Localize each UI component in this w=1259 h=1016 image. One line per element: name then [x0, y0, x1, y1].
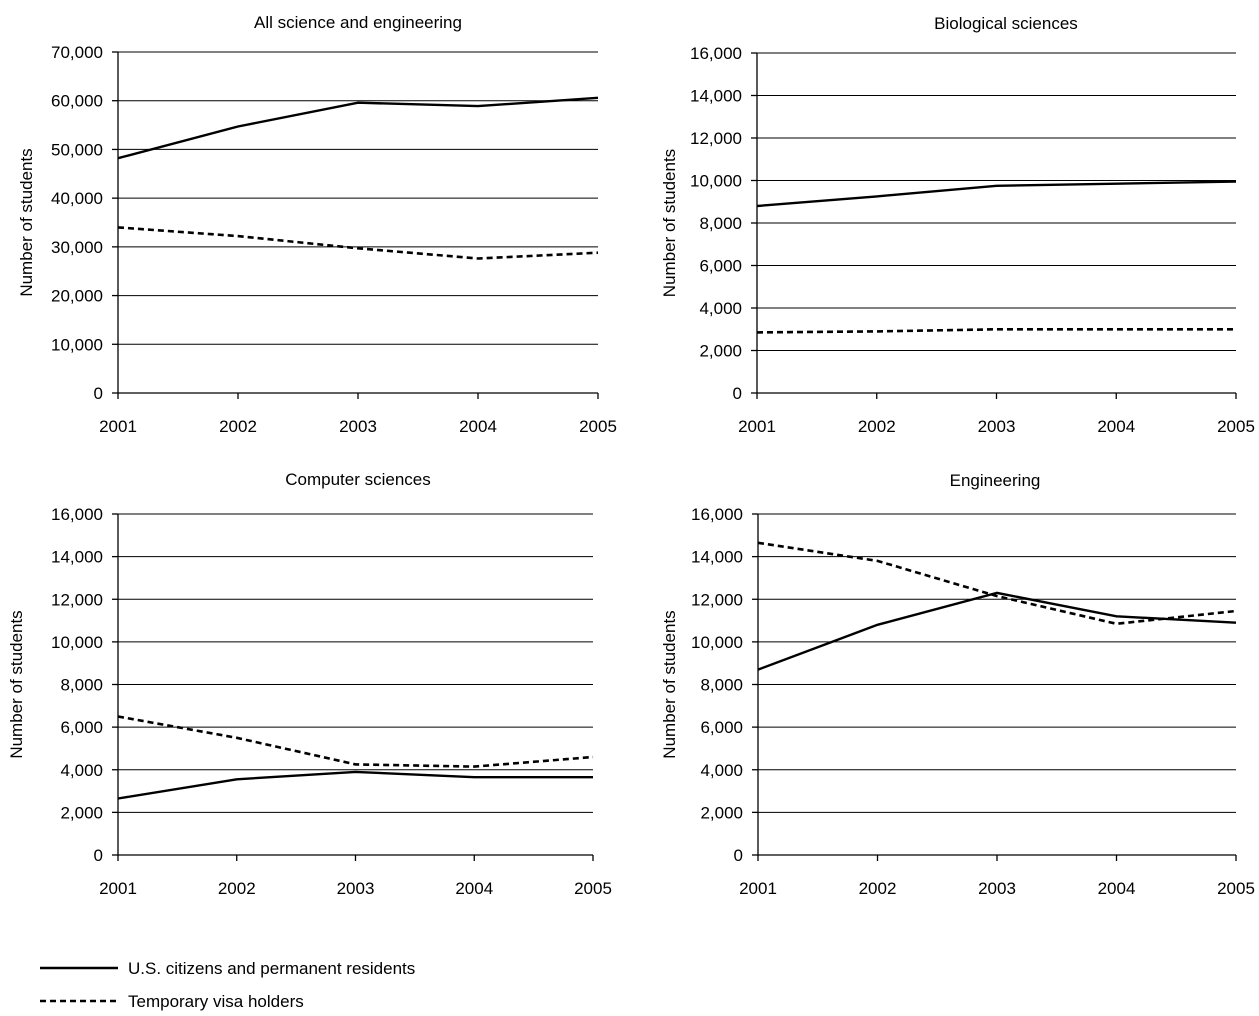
series-line-us-citizens	[117, 96, 599, 160]
y-tick-label: 2,000	[700, 803, 743, 822]
chart-panel-3: Computer sciences 0 2,000 4,000 6,000 8,000 10…	[7, 470, 612, 898]
x-tick-label: 2001	[99, 417, 137, 436]
legend-label-dashed: Temporary visa holders	[128, 992, 304, 1011]
y-tick-label: 0	[734, 846, 743, 865]
y-tick-label: 50,000	[51, 140, 103, 159]
y-tick-label: 60,000	[51, 92, 103, 111]
y-tick-label: 10,000	[51, 633, 103, 652]
x-tick-label: 2004	[459, 417, 497, 436]
x-tick-label: 2004	[1098, 879, 1136, 898]
x-tick-label: 2002	[858, 417, 896, 436]
y-tick-label: 12,000	[51, 590, 103, 609]
y-tick-label: 6,000	[700, 718, 743, 737]
series-line-temporary-visa	[757, 541, 1237, 626]
x-tick-label: 2003	[978, 417, 1016, 436]
y-tick-label: 12,000	[691, 590, 743, 609]
y-tick-label: 70,000	[51, 43, 103, 62]
legend: U.S. citizens and permanent residents Te…	[40, 959, 415, 1011]
series-line-us-citizens	[756, 180, 1237, 208]
y-tick-label: 20,000	[51, 287, 103, 306]
chart-panel-1: All science and engineering 0 10,000 20,000…	[17, 13, 617, 436]
y-axis-label: Number of students	[7, 610, 26, 758]
x-tick-label: 2005	[1217, 879, 1255, 898]
x-tick-label: 2001	[99, 879, 137, 898]
panel-title: Computer sciences	[285, 470, 431, 489]
y-tick-label: 0	[733, 384, 742, 403]
panel-title: Biological sciences	[934, 14, 1078, 33]
y-tick-label: 4,000	[60, 761, 103, 780]
y-axis-label: Number of students	[660, 610, 679, 758]
chart-panel-2: Biological sciences 0 2,000 4,000 6,000 8,000…	[660, 14, 1255, 436]
y-tick-label: 40,000	[51, 189, 103, 208]
legend-item-dashed: Temporary visa holders	[40, 992, 304, 1011]
y-tick-label: 0	[94, 384, 103, 403]
x-tick-label: 2002	[219, 417, 257, 436]
y-axis-label: Number of students	[17, 148, 36, 296]
series-line-us-citizens	[757, 591, 1237, 671]
y-tick-label: 30,000	[51, 238, 103, 257]
y-tick-label: 10,000	[51, 335, 103, 354]
x-tick-label: 2004	[455, 879, 493, 898]
y-tick-label: 2,000	[60, 803, 103, 822]
legend-label-solid: U.S. citizens and permanent residents	[128, 959, 415, 978]
x-tick-label: 2002	[218, 879, 256, 898]
panel-title: Engineering	[950, 471, 1041, 490]
y-tick-label: 4,000	[699, 299, 742, 318]
x-tick-label: 2005	[574, 879, 612, 898]
x-tick-label: 2003	[978, 879, 1016, 898]
y-tick-label: 6,000	[60, 718, 103, 737]
x-tick-label: 2003	[339, 417, 377, 436]
chart-panels: All science and engineering 0 10,000 20,000…	[7, 13, 1255, 898]
x-tick-label: 2004	[1097, 417, 1135, 436]
y-tick-label: 16,000	[691, 505, 743, 524]
series-line-temporary-visa	[756, 327, 1236, 334]
panel-title: All science and engineering	[254, 13, 462, 32]
series-line-us-citizens	[117, 770, 593, 800]
x-tick-label: 2001	[739, 879, 777, 898]
x-tick-label: 2001	[738, 417, 776, 436]
series-line-temporary-visa	[117, 715, 594, 768]
y-tick-label: 12,000	[690, 129, 742, 148]
chart-panel-4: Engineering 0 2,000 4,000 6,000 8,000 10,000 12…	[660, 471, 1255, 898]
x-tick-label: 2005	[579, 417, 617, 436]
y-tick-label: 8,000	[699, 214, 742, 233]
y-tick-label: 14,000	[691, 548, 743, 567]
y-tick-label: 8,000	[60, 676, 103, 695]
x-tick-label: 2002	[859, 879, 897, 898]
x-tick-label: 2003	[337, 879, 375, 898]
x-tick-label: 2005	[1217, 417, 1255, 436]
y-tick-label: 0	[94, 846, 103, 865]
y-tick-label: 16,000	[690, 44, 742, 63]
y-tick-label: 10,000	[691, 633, 743, 652]
y-tick-label: 14,000	[51, 548, 103, 567]
y-axis-label: Number of students	[660, 149, 679, 297]
y-tick-label: 14,000	[690, 87, 742, 106]
y-tick-label: 6,000	[699, 257, 742, 276]
y-tick-label: 10,000	[690, 172, 742, 191]
y-tick-label: 4,000	[700, 761, 743, 780]
y-tick-label: 2,000	[699, 342, 742, 361]
series-line-temporary-visa	[117, 226, 599, 260]
y-tick-label: 8,000	[700, 676, 743, 695]
legend-item-solid: U.S. citizens and permanent residents	[40, 959, 415, 978]
y-tick-label: 16,000	[51, 505, 103, 524]
